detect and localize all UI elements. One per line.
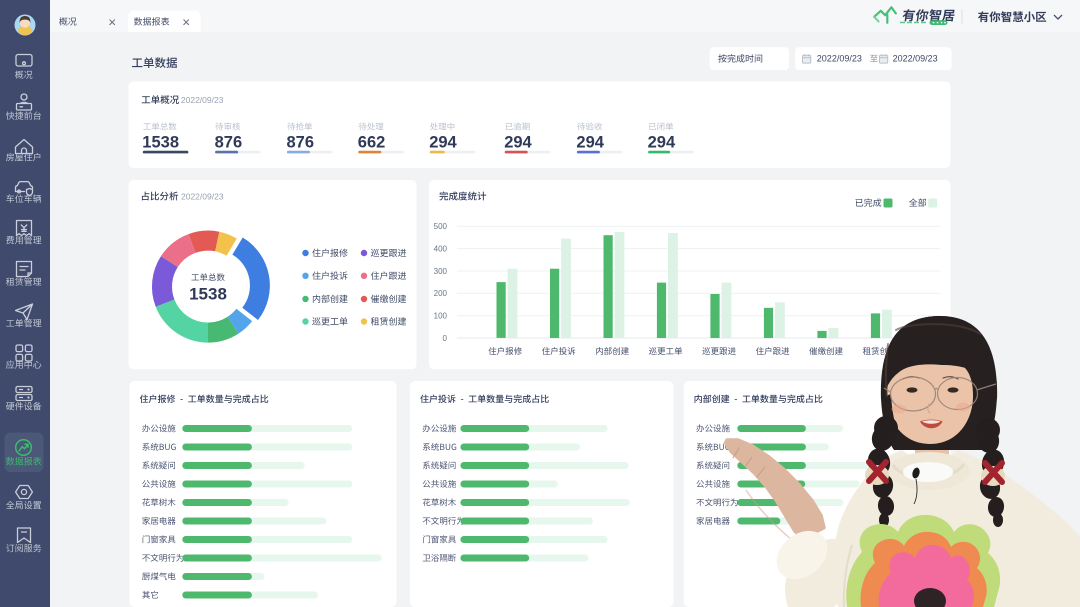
- svg-text:876: 876: [215, 134, 243, 152]
- svg-text:876: 876: [287, 134, 315, 152]
- svg-text:400: 400: [434, 244, 448, 253]
- svg-text:2022/09/23: 2022/09/23: [893, 54, 938, 64]
- svg-text:2022/09/23: 2022/09/23: [181, 95, 224, 105]
- svg-text:294: 294: [429, 134, 457, 152]
- svg-text:294: 294: [648, 134, 676, 152]
- svg-text:1538: 1538: [142, 134, 179, 152]
- svg-text:0: 0: [443, 334, 448, 343]
- svg-text:500: 500: [434, 222, 448, 231]
- svg-text:1538: 1538: [189, 285, 227, 304]
- svg-text:294: 294: [576, 134, 604, 152]
- svg-text:2022/09/23: 2022/09/23: [181, 191, 224, 201]
- svg-text:662: 662: [358, 134, 386, 152]
- svg-text:2022/09/23: 2022/09/23: [817, 54, 862, 64]
- svg-text:294: 294: [504, 134, 532, 152]
- svg-text:300: 300: [434, 267, 448, 276]
- svg-text:100: 100: [434, 311, 448, 320]
- svg-text:200: 200: [434, 289, 448, 298]
